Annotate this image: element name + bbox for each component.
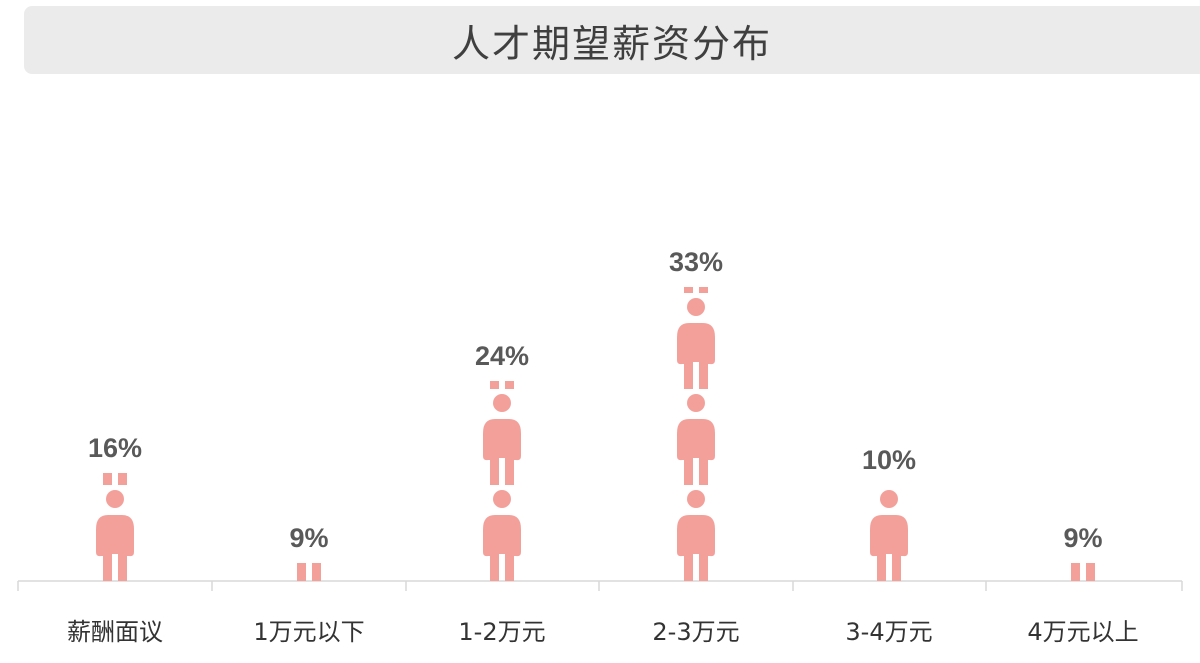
x-tick-label: 2-3万元 — [652, 618, 739, 646]
data-label: 9% — [289, 523, 328, 553]
bar-3: 24% — [475, 341, 529, 581]
person-figure-partial — [297, 563, 321, 581]
person-figure — [483, 490, 521, 581]
chart-title: 人才期望薪资分布 — [451, 21, 772, 66]
x-tick-label: 1-2万元 — [458, 618, 545, 646]
bar-6: 9% — [1063, 523, 1103, 581]
person-figure-partial — [490, 381, 514, 389]
person-figure — [677, 298, 715, 389]
data-label: 24% — [475, 341, 529, 371]
person-figure — [677, 490, 715, 581]
person-figure-partial — [1071, 563, 1095, 581]
x-tick-label: 3-4万元 — [845, 618, 932, 646]
person-figure-partial — [103, 473, 127, 485]
x-tick-label: 薪酬面议 — [67, 618, 163, 646]
bar-4: 33% — [669, 247, 723, 581]
data-label: 9% — [1063, 523, 1102, 553]
data-label: 10% — [862, 445, 916, 475]
bar-2: 9% — [289, 523, 329, 581]
bar-1: 16% — [88, 433, 142, 581]
person-figure — [677, 394, 715, 485]
x-tick-label: 1万元以下 — [253, 618, 364, 646]
chart-title-bar: 人才期望薪资分布 — [24, 6, 1200, 74]
x-tick-label: 4万元以上 — [1027, 618, 1138, 646]
person-figure — [96, 490, 134, 581]
data-label: 16% — [88, 433, 142, 463]
person-figure — [483, 394, 521, 485]
bar-5: 10% — [862, 445, 916, 581]
data-label: 33% — [669, 247, 723, 277]
person-figure-partial — [684, 287, 708, 293]
person-figure — [870, 490, 908, 581]
